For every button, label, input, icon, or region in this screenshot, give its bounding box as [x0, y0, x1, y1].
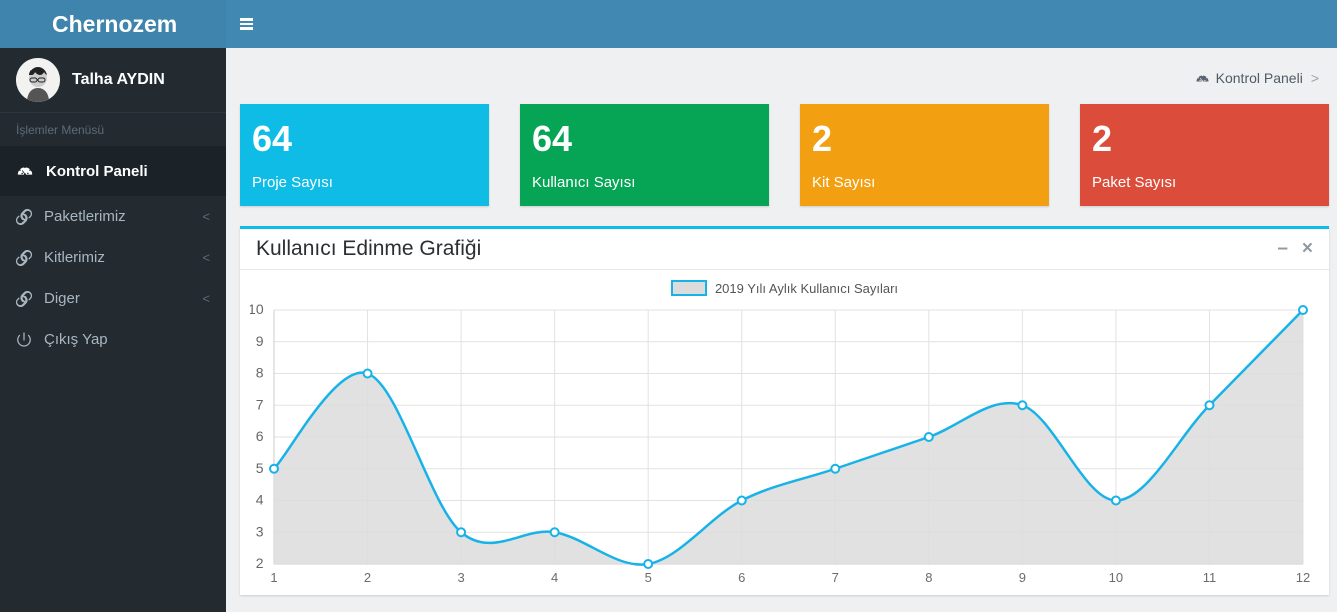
svg-text:10: 10 [250, 302, 264, 317]
svg-text:5: 5 [256, 460, 264, 476]
svg-text:3: 3 [457, 570, 464, 585]
svg-text:7: 7 [256, 396, 264, 412]
svg-text:11: 11 [1203, 570, 1217, 585]
svg-text:4: 4 [551, 570, 558, 585]
svg-text:9: 9 [256, 333, 264, 349]
svg-text:7: 7 [832, 570, 839, 585]
svg-text:9: 9 [1019, 570, 1026, 585]
svg-text:1: 1 [270, 570, 277, 585]
svg-text:2: 2 [364, 570, 371, 585]
svg-text:8: 8 [256, 365, 264, 381]
svg-text:2: 2 [256, 555, 264, 571]
svg-text:3: 3 [256, 523, 264, 539]
svg-text:8: 8 [925, 570, 932, 585]
svg-text:10: 10 [1109, 570, 1123, 585]
svg-text:6: 6 [738, 570, 745, 585]
svg-text:5: 5 [645, 570, 652, 585]
svg-text:12: 12 [1296, 570, 1310, 585]
svg-text:4: 4 [256, 492, 264, 508]
svg-text:6: 6 [256, 428, 264, 444]
